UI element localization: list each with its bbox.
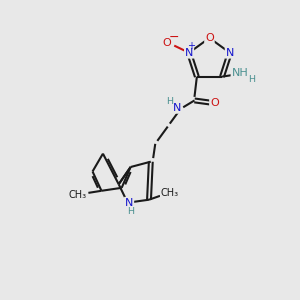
Text: +: + — [188, 41, 196, 51]
Text: N: N — [226, 48, 234, 58]
Text: O: O — [205, 33, 214, 43]
Text: H: H — [127, 206, 134, 215]
Text: −: − — [169, 31, 179, 44]
Text: O: O — [163, 38, 172, 48]
Text: CH₃: CH₃ — [68, 190, 86, 200]
Text: O: O — [210, 98, 219, 108]
Text: H: H — [248, 74, 255, 83]
Text: NH: NH — [232, 68, 248, 78]
Text: N: N — [173, 103, 182, 113]
Text: N: N — [125, 198, 133, 208]
Text: H: H — [166, 98, 173, 106]
Text: CH₃: CH₃ — [161, 188, 179, 198]
Text: N: N — [185, 48, 193, 58]
